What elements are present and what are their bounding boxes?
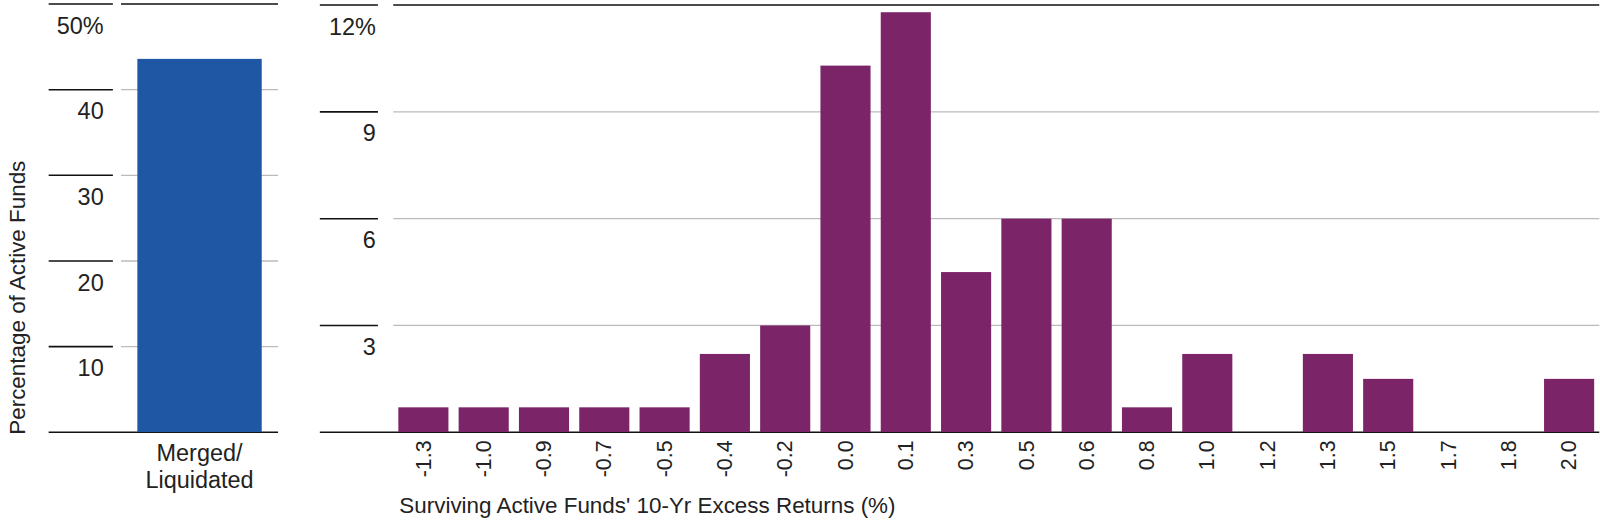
bar	[579, 407, 629, 432]
tick-label: 10	[78, 355, 104, 381]
bar	[459, 407, 509, 432]
tick-mark	[320, 4, 378, 6]
bar	[1303, 354, 1353, 432]
bar	[1062, 219, 1112, 433]
category-label: 0.3	[954, 440, 978, 470]
bar	[1001, 219, 1051, 433]
tick-label: 30	[78, 184, 104, 210]
tick-label: 40	[78, 98, 104, 124]
tick-mark	[49, 175, 113, 177]
tick-mark	[320, 111, 378, 113]
bar	[1363, 379, 1413, 432]
category-label: 0.1	[894, 440, 918, 470]
bars	[398, 12, 1594, 432]
tick-mark	[49, 3, 113, 5]
category-label: 2.0	[1557, 440, 1581, 470]
grid-line	[393, 111, 1599, 112]
label-line: Merged/	[157, 440, 243, 466]
category-label: 0.8	[1135, 440, 1159, 470]
tick-label: 3	[363, 334, 376, 360]
bar	[1423, 432, 1473, 433]
category-label: 1.0	[1195, 440, 1219, 470]
bar	[1182, 354, 1232, 432]
category-label: 0.6	[1075, 440, 1099, 470]
category-label: 1.2	[1256, 440, 1280, 470]
bar	[640, 407, 690, 432]
label-line: Liquidated	[145, 467, 253, 493]
tick-mark	[49, 89, 113, 91]
tick-mark	[49, 260, 113, 262]
tick-label: 6	[363, 227, 376, 253]
category-label: 1.3	[1316, 440, 1340, 470]
grid-line	[393, 218, 1599, 219]
category-label: -1.3	[412, 440, 436, 477]
bar	[398, 407, 448, 432]
tick-label: 9	[363, 120, 376, 146]
tick-label: 12%	[329, 14, 376, 40]
bar	[941, 272, 991, 432]
y-axis-label: Percentage of Active Funds	[5, 161, 30, 435]
bar	[137, 59, 261, 432]
bars	[137, 59, 261, 432]
category-label: 1.5	[1376, 440, 1400, 470]
bar	[519, 407, 569, 432]
category-label: -0.9	[532, 440, 556, 477]
category-label: 1.8	[1497, 440, 1521, 470]
category-label: -0.4	[713, 440, 737, 477]
tick-label: 20	[78, 270, 104, 296]
bar	[1544, 379, 1594, 432]
category-label: -0.5	[653, 440, 677, 477]
bar	[820, 66, 870, 433]
chart: 10 20 30 40 50% Merged/Liquidated Percentage o…	[0, 0, 1600, 524]
bar	[881, 12, 931, 432]
category-label: -1.0	[472, 440, 496, 477]
category-label: -0.7	[592, 440, 616, 477]
category-label: -0.2	[773, 440, 797, 477]
tick-label: 50%	[57, 13, 104, 39]
category-label: Merged/Liquidated	[145, 440, 253, 494]
bar	[700, 354, 750, 432]
bar	[1484, 432, 1534, 433]
grid-line	[121, 3, 278, 5]
bar	[760, 325, 810, 432]
grid-line	[393, 4, 1599, 6]
bar	[1243, 432, 1293, 433]
x-axis-label: Surviving Active Funds' 10-Yr Excess Ret…	[399, 493, 895, 518]
category-label: 1.7	[1437, 440, 1461, 470]
tick-mark	[320, 218, 378, 220]
tick-mark	[320, 325, 378, 327]
category-label: 0.5	[1015, 440, 1039, 470]
grid-line	[393, 325, 1599, 326]
category-label: 0.0	[834, 440, 858, 470]
tick-mark	[49, 346, 113, 348]
bar	[1122, 407, 1172, 432]
